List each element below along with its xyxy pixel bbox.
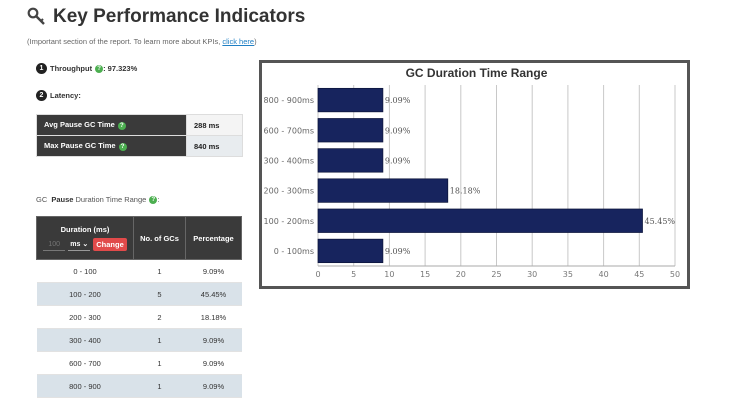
number-badge-2: 2 [36, 90, 47, 101]
range-section-label: GC Pause Duration Time Range ?: [36, 195, 160, 204]
y-tick-label: 300 - 400ms [264, 156, 314, 165]
bar [317, 148, 384, 173]
avg-pause-value: 288 ms [186, 114, 243, 136]
avg-pause-label: Avg Pause GC Time? [36, 114, 187, 136]
x-tick-label: 40 [599, 270, 609, 279]
throughput-metric: 1 Throughput ? : 97.323% [36, 63, 137, 74]
bar [317, 87, 384, 113]
count-column-header: No. of GCs [133, 216, 186, 260]
bar [317, 118, 384, 143]
unit-select[interactable]: ms ⌄ [68, 238, 91, 251]
x-tick-label: 15 [420, 270, 430, 279]
max-pause-label: Max Pause GC Time? [36, 135, 187, 157]
table-row: 600 - 700 1 9.09% [36, 351, 242, 375]
data-label: 9.09% [385, 156, 411, 165]
data-label: 9.09% [385, 247, 411, 256]
bar [317, 238, 384, 264]
help-icon[interactable]: ? [95, 64, 104, 73]
help-icon[interactable]: ? [117, 122, 126, 130]
number-badge-1: 1 [36, 63, 47, 74]
duration-table: Duration (ms) ms⌄ Change No. of GCs Perc… [36, 216, 242, 398]
help-icon[interactable]: ? [149, 195, 158, 204]
table-row: 800 - 900 1 9.09% [36, 374, 242, 398]
key-icon [27, 7, 45, 25]
kpi-header: Key Performance Indicators [27, 6, 305, 28]
x-tick-label: 5 [351, 270, 356, 279]
table-row: 0 - 100 1 9.09% [36, 259, 242, 283]
data-label: 9.09% [385, 126, 411, 135]
x-tick-label: 50 [670, 270, 680, 279]
x-tick-label: 25 [491, 270, 501, 279]
y-tick-label: 800 - 900ms [264, 96, 314, 105]
chart-svg: GC Duration Time Range 0 5 10 15 20 25 30 35 40 45… [264, 66, 681, 279]
x-tick-label: 45 [634, 270, 644, 279]
subtitle-text: (Important section of the report. To lea… [27, 37, 223, 46]
table-row: Avg Pause GC Time? 288 ms [36, 114, 243, 136]
table-row: 300 - 400 1 9.09% [36, 328, 242, 352]
table-row: 200 - 300 2 18.18% [36, 305, 242, 329]
x-tick-label: 0 [315, 270, 320, 279]
data-label: 18.18% [450, 187, 481, 196]
latency-table: Avg Pause GC Time? 288 ms Max Pause GC T… [36, 114, 243, 157]
latency-metric: 2 Latency: [36, 90, 81, 101]
x-tick-label: 35 [563, 270, 573, 279]
chevron-down-icon: ⌄ [82, 241, 89, 248]
y-tick-label: 200 - 300ms [264, 187, 314, 196]
page-title: Key Performance Indicators [53, 6, 306, 27]
throughput-label: Throughput [50, 64, 93, 73]
data-label: 9.09% [385, 96, 411, 105]
data-label: 45.45% [645, 217, 676, 226]
gc-duration-chart: GC Duration Time Range 0 5 10 15 20 25 30 35 40 45… [259, 60, 690, 289]
change-button[interactable]: Change [93, 238, 127, 251]
help-icon[interactable]: ? [118, 143, 127, 151]
duration-input[interactable] [43, 238, 66, 251]
duration-column-header: Duration (ms) ms⌄ Change [36, 216, 134, 260]
subtitle-suffix: ) [254, 37, 257, 46]
chart-title: GC Duration Time Range [406, 66, 548, 80]
x-tick-label: 20 [456, 270, 466, 279]
y-tick-label: 600 - 700ms [264, 126, 314, 135]
table-row: Max Pause GC Time? 840 ms [36, 135, 243, 157]
throughput-value: : 97.323% [103, 64, 138, 73]
max-pause-value: 840 ms [186, 135, 243, 157]
kpi-subtitle: (Important section of the report. To lea… [27, 37, 257, 46]
percentage-column-header: Percentage [185, 216, 242, 260]
y-tick-label: 100 - 200ms [264, 217, 314, 226]
latency-label: Latency: [50, 91, 81, 100]
bar [317, 208, 643, 233]
bar [317, 178, 449, 203]
x-tick-label: 10 [384, 270, 394, 279]
y-tick-label: 0 - 100ms [274, 247, 314, 256]
learn-more-link[interactable]: click here [222, 37, 255, 46]
x-tick-label: 30 [527, 270, 537, 279]
table-row: 100 - 200 5 45.45% [36, 282, 242, 306]
